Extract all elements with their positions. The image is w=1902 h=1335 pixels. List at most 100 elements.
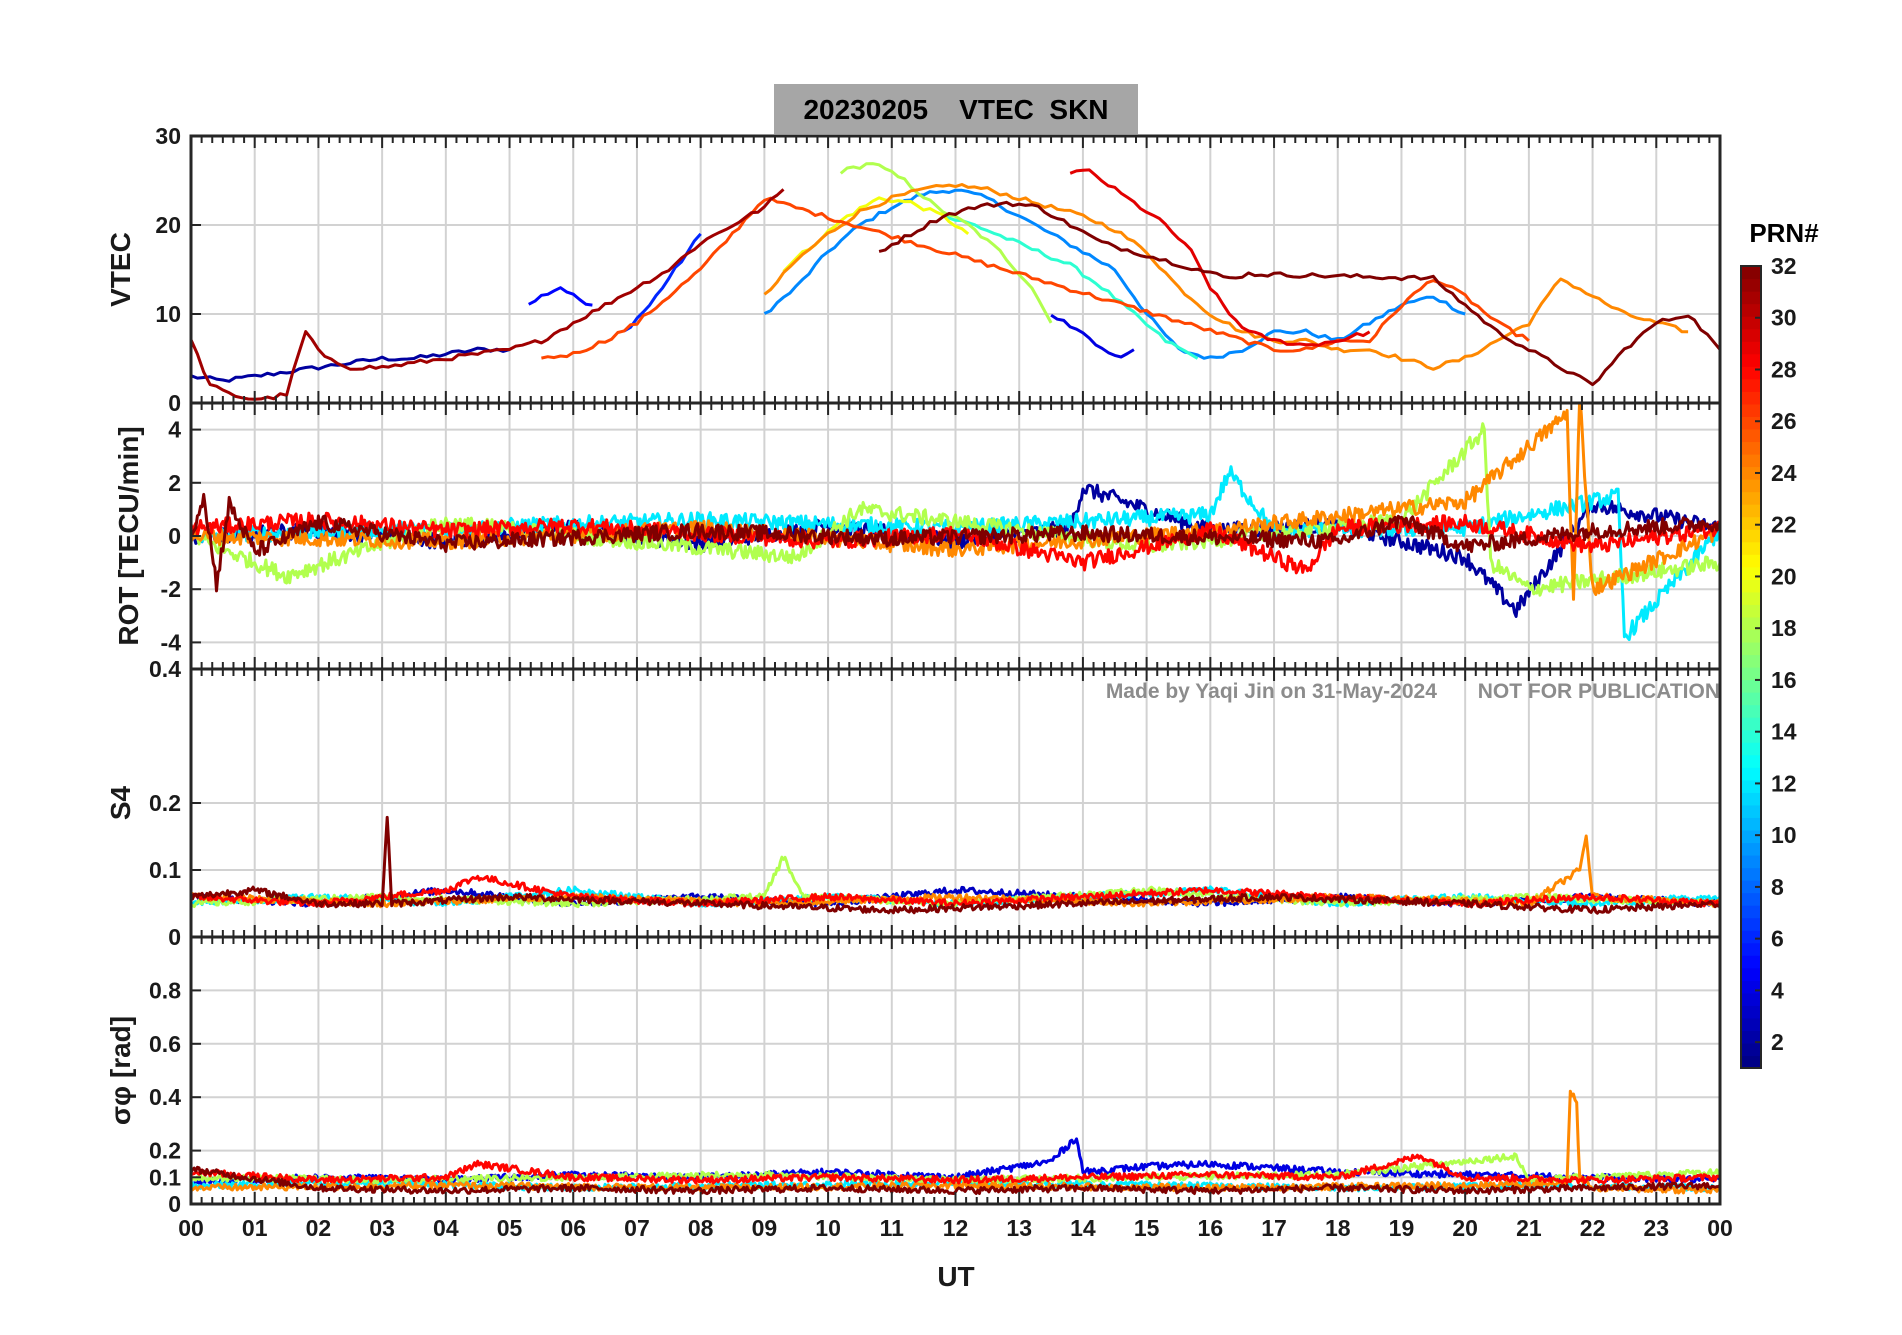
y-axis-title-rot: ROT [TECU/min] <box>113 426 144 645</box>
colorbar-tick-label-9: 20 <box>1771 563 1797 589</box>
colorbar-frame <box>1740 265 1762 1069</box>
x-axis-title: UT <box>937 1261 974 1292</box>
colorbar-swatch-45 <box>1741 491 1761 505</box>
x-tick-label-3: 03 <box>369 1215 395 1241</box>
colorbar-tick-label-0: 2 <box>1771 1029 1784 1055</box>
colorbar-tick-label-4: 10 <box>1771 822 1797 848</box>
x-tick-label-13: 13 <box>1006 1215 1032 1241</box>
x-tick-label-1: 01 <box>242 1215 268 1241</box>
series-vtec-prn-14 <box>942 214 1199 360</box>
colorbar-swatch-24 <box>1741 754 1761 768</box>
y-tick-label-rot-2: 0 <box>168 523 181 549</box>
series-s4-prn-24 <box>191 834 1720 909</box>
y-tick-label-rot-3: 2 <box>168 470 181 496</box>
colorbar-swatch-9 <box>1741 942 1761 956</box>
colorbar-swatch-15 <box>1741 867 1761 881</box>
colorbar-swatch-40 <box>1741 554 1761 568</box>
series-vtec-prn-29 <box>1069 168 1371 347</box>
panel-s4: 0 0.1 0.2 0.4 S4 <box>105 656 1722 950</box>
y-tick-label-vtec-2: 20 <box>155 212 181 238</box>
colorbar-swatch-2 <box>1741 1030 1761 1044</box>
colorbar-swatch-1 <box>1741 1042 1761 1057</box>
y-tick-label-s4-2: 0.2 <box>149 790 181 816</box>
colorbar-swatch-56 <box>1741 353 1761 367</box>
y-axis-title-vtec: VTEC <box>105 232 136 307</box>
colorbar-swatch-53 <box>1741 391 1761 405</box>
colorbar-swatch-12 <box>1741 905 1761 919</box>
panel-vtec: 0 10 20 30 VTEC <box>105 123 1722 416</box>
series-vtec-prn-26 <box>541 196 1530 360</box>
colorbar-swatch-48 <box>1741 453 1761 468</box>
colorbar-swatch-51 <box>1741 416 1761 430</box>
colorbar-swatch-44 <box>1741 504 1761 518</box>
panel-sigma_phi: 00.10.2 0.4 0.6 0.8 σφ [rad] <box>105 935 1722 1217</box>
x-tick-label-17: 17 <box>1261 1215 1287 1241</box>
x-tick-label-20: 20 <box>1452 1215 1478 1241</box>
colorbar-swatch-37 <box>1741 591 1761 605</box>
colorbar-swatch-47 <box>1741 466 1761 480</box>
series-vtec-prn-31 <box>191 188 785 401</box>
series-vtec-prn-24 <box>763 183 1689 371</box>
colorbar-swatch-28 <box>1741 704 1761 718</box>
colorbar-title: PRN# <box>1749 218 1819 248</box>
x-tick-label-8: 08 <box>688 1215 714 1241</box>
y-tick-label-rot-0: -4 <box>161 629 182 655</box>
colorbar-swatch-55 <box>1741 366 1761 380</box>
y-tick-label-rot-4: 4 <box>168 417 181 443</box>
colorbar-swatch-23 <box>1741 767 1761 781</box>
y-tick-label-vtec-3: 30 <box>155 123 181 149</box>
series-vtec-prn-18 <box>839 162 1053 324</box>
x-tick-label-11: 11 <box>880 1215 905 1241</box>
colorbar-swatch-46 <box>1741 479 1761 493</box>
colorbar-swatch-41 <box>1741 541 1761 555</box>
y-tick-label-vtec-0: 0 <box>168 390 181 416</box>
y-tick-label-rot-1: -2 <box>161 576 181 602</box>
colorbar-tick-label-5: 12 <box>1771 770 1797 796</box>
colorbar-swatch-36 <box>1741 604 1761 618</box>
x-tick-label-14: 14 <box>1070 1215 1096 1241</box>
colorbar-swatch-26 <box>1741 729 1761 743</box>
colorbar-swatch-11 <box>1741 917 1761 931</box>
x-tick-label-23: 23 <box>1643 1215 1669 1241</box>
series-s4-prn-32 <box>191 815 1720 915</box>
colorbar-swatch-5 <box>1741 992 1761 1006</box>
colorbar-tick-label-6: 14 <box>1771 719 1797 745</box>
colorbar-swatch-49 <box>1741 441 1761 455</box>
y-tick-label-s4-1: 0.1 <box>149 857 181 883</box>
series-vtec-prn-5 <box>528 286 593 307</box>
series-vtec-prn-4 <box>1050 313 1135 359</box>
colorbar-swatch-59 <box>1741 316 1761 330</box>
y-tick-label-s4-3: 0.4 <box>149 656 181 682</box>
x-tick-label-7: 07 <box>624 1215 650 1241</box>
series-vtec-prn-2 <box>191 346 510 383</box>
colorbar-swatch-62 <box>1741 278 1761 292</box>
y-tick-label-sigma_phi-4: 0.6 <box>149 1031 181 1057</box>
colorbar-swatch-63 <box>1741 266 1761 280</box>
colorbar-swatch-33 <box>1741 641 1761 656</box>
colorbar-swatch-31 <box>1741 667 1761 681</box>
colorbar-tick-label-7: 16 <box>1771 667 1797 693</box>
colorbar-swatch-17 <box>1741 842 1761 856</box>
colorbar-tick-label-3: 8 <box>1771 874 1784 900</box>
y-tick-label-sigma_phi-5: 0.8 <box>149 977 181 1003</box>
y-tick-label-sigma_phi-1: 0.1 <box>149 1164 181 1190</box>
colorbar-tick-label-10: 22 <box>1771 512 1797 538</box>
colorbar-swatch-13 <box>1741 892 1761 906</box>
x-tick-label-12: 12 <box>943 1215 969 1241</box>
colorbar-swatch-30 <box>1741 679 1761 693</box>
colorbar-tick-label-15: 32 <box>1771 253 1797 279</box>
series-rot-prn-18 <box>191 422 1720 597</box>
x-tick-label-16: 16 <box>1198 1215 1224 1241</box>
colorbar-swatch-22 <box>1741 779 1761 793</box>
colorbar-swatch-20 <box>1741 804 1761 818</box>
y-tick-label-sigma_phi-2: 0.2 <box>149 1138 181 1164</box>
colorbar-swatch-34 <box>1741 629 1761 643</box>
colorbar-swatch-3 <box>1741 1017 1761 1032</box>
colorbar-swatch-16 <box>1741 854 1761 869</box>
colorbar-swatch-10 <box>1741 930 1761 944</box>
colorbar-tick-label-14: 30 <box>1771 305 1797 331</box>
colorbar-tick-label-12: 26 <box>1771 408 1797 434</box>
colorbar-swatch-21 <box>1741 792 1761 806</box>
series-vtec-prn-6 <box>623 232 702 333</box>
